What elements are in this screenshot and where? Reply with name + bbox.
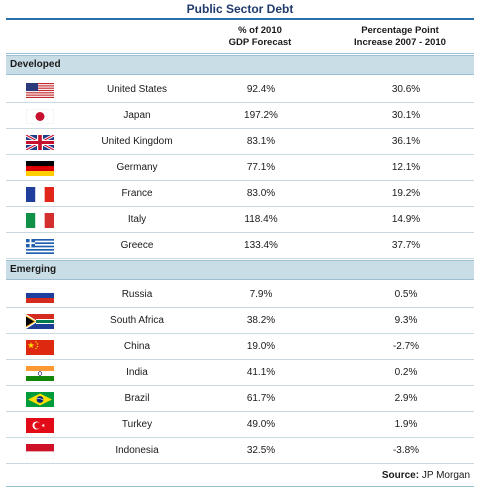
country-name: Germany <box>116 162 158 173</box>
gdp-forecast-value: 61.7% <box>246 393 276 404</box>
increase-value: 30.1% <box>391 110 421 121</box>
country-name: China <box>123 341 151 352</box>
column-header-gdp-line2: GDP Forecast <box>228 37 292 48</box>
france-flag-icon <box>26 187 54 202</box>
japan-flag-icon <box>25 108 55 125</box>
increase-value: 36.1% <box>391 136 421 147</box>
table-row: United States 92.4% 30.6% <box>6 77 474 103</box>
china-flag-icon <box>26 340 54 355</box>
gdp-forecast-value: 92.4% <box>246 84 276 95</box>
increase-value: 37.7% <box>391 240 421 251</box>
column-header-increase: Percentage Point Increase 2007 - 2010 <box>335 25 465 49</box>
germany-flag-icon <box>26 161 54 176</box>
brazil-flag-icon <box>26 392 54 407</box>
table-row: Indonesia 32.5% -3.8% <box>6 438 474 464</box>
gdp-forecast-value: 38.2% <box>246 315 276 326</box>
country-name: Brazil <box>124 393 150 404</box>
table-row: France 83.0% 19.2% <box>6 181 474 207</box>
increase-value: 9.3% <box>394 315 418 326</box>
russia-flag-icon <box>25 287 55 303</box>
gdp-forecast-value: 197.2% <box>244 110 278 121</box>
table-row: China 19.0% -2.7% <box>6 334 474 360</box>
table-row: Greece 133.4% 37.7% <box>6 233 474 259</box>
header-divider <box>6 53 474 54</box>
gdp-forecast-value: 49.0% <box>246 419 276 430</box>
increase-value: 12.1% <box>391 162 421 173</box>
country-name: Japan <box>123 110 151 121</box>
bottom-divider <box>6 486 474 487</box>
gdp-forecast-value: 133.4% <box>244 240 278 251</box>
country-name: South Africa <box>110 315 164 326</box>
increase-value: 1.9% <box>394 419 418 430</box>
gdp-forecast-value: 19.0% <box>246 341 276 352</box>
uk-flag-icon <box>25 133 55 152</box>
column-header-gdp-line1: % of 2010 <box>238 25 282 36</box>
increase-value: 19.2% <box>391 188 421 199</box>
source-label: Source: <box>381 470 420 481</box>
country-name: Turkey <box>121 419 153 430</box>
table-row: United Kingdom 83.1% 36.1% <box>6 129 474 155</box>
table-row: India 41.1% 0.2% <box>6 360 474 386</box>
table-row: Russia 7.9% 0.5% <box>6 282 474 308</box>
increase-value: 14.9% <box>391 214 421 225</box>
column-header-increase-line1: Percentage Point <box>361 25 439 36</box>
title-divider <box>6 18 474 20</box>
table-row: Japan 197.2% 30.1% <box>6 103 474 129</box>
increase-value: 0.2% <box>394 367 418 378</box>
indonesia-flag-icon <box>25 444 55 460</box>
south-africa-flag-icon <box>26 314 54 329</box>
table-row: Brazil 61.7% 2.9% <box>6 386 474 412</box>
column-header-gdp: % of 2010 GDP Forecast <box>205 25 315 49</box>
country-name: India <box>126 367 148 378</box>
table-row: Germany 77.1% 12.1% <box>6 155 474 181</box>
gdp-forecast-value: 32.5% <box>246 445 276 456</box>
group-header-emerging: Emerging <box>6 260 474 280</box>
country-name: Indonesia <box>115 445 159 456</box>
country-name: Italy <box>127 214 147 225</box>
gdp-forecast-value: 41.1% <box>246 367 276 378</box>
source-note: Source: JP Morgan <box>382 470 470 481</box>
table-row: Turkey 49.0% 1.9% <box>6 412 474 438</box>
gdp-forecast-value: 77.1% <box>246 162 276 173</box>
greece-flag-icon <box>26 239 54 254</box>
gdp-forecast-value: 83.0% <box>246 188 276 199</box>
gdp-forecast-value: 118.4% <box>244 214 278 225</box>
table-row: Italy 118.4% 14.9% <box>6 207 474 233</box>
increase-value: 30.6% <box>391 84 421 95</box>
table-row: South Africa 38.2% 9.3% <box>6 308 474 334</box>
country-name: United Kingdom <box>101 136 173 147</box>
gdp-forecast-value: 7.9% <box>249 289 273 300</box>
gdp-forecast-value: 83.1% <box>246 136 276 147</box>
increase-value: -2.7% <box>392 341 420 352</box>
source-value: JP Morgan <box>419 470 470 481</box>
us-flag-icon <box>26 83 54 98</box>
country-name: United States <box>106 84 168 95</box>
increase-value: 0.5% <box>394 289 418 300</box>
turkey-flag-icon <box>26 418 54 433</box>
increase-value: -3.8% <box>392 445 420 456</box>
italy-flag-icon <box>26 213 54 228</box>
country-name: Russia <box>121 289 153 300</box>
india-flag-icon <box>26 366 54 381</box>
country-name: France <box>121 188 153 199</box>
increase-value: 2.9% <box>394 393 418 404</box>
group-header-developed: Developed <box>6 55 474 75</box>
country-name: Greece <box>120 240 154 251</box>
table-title: Public Sector Debt <box>186 2 294 16</box>
column-header-increase-line2: Increase 2007 - 2010 <box>354 37 446 48</box>
